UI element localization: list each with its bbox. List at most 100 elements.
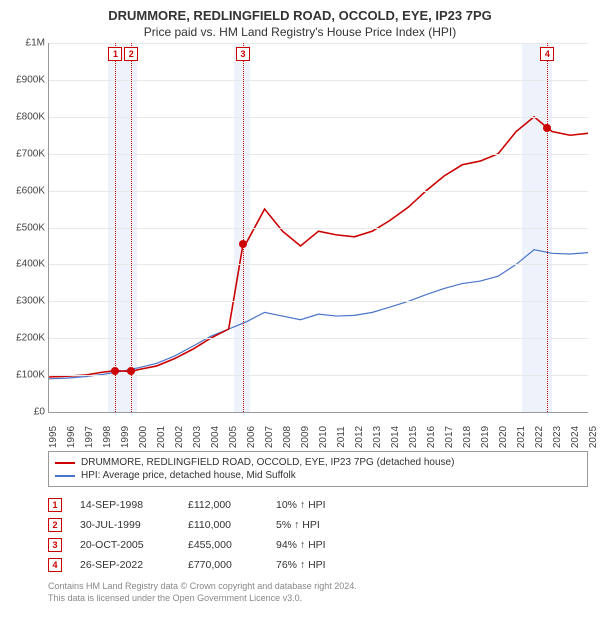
- grid-line: [49, 191, 588, 192]
- event-num: 4: [48, 558, 62, 572]
- x-tick-label: 2018: [462, 426, 473, 448]
- sale-dot: [127, 367, 135, 375]
- event-num: 3: [48, 538, 62, 552]
- chart-container: DRUMMORE, REDLINGFIELD ROAD, OCCOLD, EYE…: [0, 0, 600, 620]
- x-tick-label: 1999: [120, 426, 131, 448]
- event-row: 2 30-JUL-1999 £110,000 5% ↑ HPI: [48, 515, 588, 535]
- legend: DRUMMORE, REDLINGFIELD ROAD, OCCOLD, EYE…: [48, 451, 588, 487]
- event-date: 20-OCT-2005: [80, 539, 170, 551]
- y-tick-label: £200K: [16, 333, 45, 344]
- legend-label: HPI: Average price, detached house, Mid …: [81, 470, 296, 481]
- event-pct: 5% ↑ HPI: [276, 519, 386, 531]
- legend-item: HPI: Average price, detached house, Mid …: [55, 469, 581, 482]
- y-tick-label: £1M: [26, 38, 45, 49]
- y-tick-label: £100K: [16, 370, 45, 381]
- x-tick-label: 2014: [390, 426, 401, 448]
- x-tick-label: 2010: [318, 426, 329, 448]
- event-row: 4 26-SEP-2022 £770,000 76% ↑ HPI: [48, 555, 588, 575]
- x-tick-label: 2019: [480, 426, 491, 448]
- y-tick-label: £0: [34, 407, 45, 418]
- y-tick-label: £400K: [16, 259, 45, 270]
- x-tick-label: 1996: [66, 426, 77, 448]
- grid-line: [49, 80, 588, 81]
- event-price: £112,000: [188, 499, 258, 511]
- event-date: 14-SEP-1998: [80, 499, 170, 511]
- event-num: 2: [48, 518, 62, 532]
- event-price: £770,000: [188, 559, 258, 571]
- event-price: £455,000: [188, 539, 258, 551]
- event-marker-line: [547, 43, 548, 412]
- x-tick-label: 2002: [174, 426, 185, 448]
- event-row: 1 14-SEP-1998 £112,000 10% ↑ HPI: [48, 495, 588, 515]
- y-tick-label: £600K: [16, 185, 45, 196]
- event-row: 3 20-OCT-2005 £455,000 94% ↑ HPI: [48, 535, 588, 555]
- x-tick-label: 2006: [246, 426, 257, 448]
- x-tick-label: 2012: [354, 426, 365, 448]
- events-table: 1 14-SEP-1998 £112,000 10% ↑ HPI 2 30-JUL-199…: [48, 495, 588, 575]
- y-tick-label: £900K: [16, 74, 45, 85]
- event-marker-box: 3: [236, 47, 250, 61]
- legend-label: DRUMMORE, REDLINGFIELD ROAD, OCCOLD, EYE…: [81, 457, 454, 468]
- x-tick-label: 2025: [588, 426, 599, 448]
- x-tick-label: 2023: [552, 426, 563, 448]
- x-axis-labels: 1995 1996 1997 1998 1999 2000 2001 2002 2003 2004…: [48, 413, 588, 445]
- x-tick-label: 2017: [444, 426, 455, 448]
- x-tick-label: 2000: [138, 426, 149, 448]
- event-marker-box: 2: [124, 47, 138, 61]
- sale-dot: [543, 124, 551, 132]
- x-tick-label: 2013: [372, 426, 383, 448]
- event-price: £110,000: [188, 519, 258, 531]
- grid-line: [49, 117, 588, 118]
- grid-line: [49, 301, 588, 302]
- footer-line: This data is licensed under the Open Gov…: [48, 593, 588, 605]
- hpi-line: [49, 250, 588, 379]
- x-tick-label: 1998: [102, 426, 113, 448]
- event-pct: 10% ↑ HPI: [276, 499, 386, 511]
- y-tick-label: £800K: [16, 111, 45, 122]
- x-tick-label: 2003: [192, 426, 203, 448]
- chart-title: DRUMMORE, REDLINGFIELD ROAD, OCCOLD, EYE…: [0, 0, 600, 23]
- sale-dot: [111, 367, 119, 375]
- y-tick-label: £300K: [16, 296, 45, 307]
- x-tick-label: 2009: [300, 426, 311, 448]
- chart-plot-area: £0£100K£200K£300K£400K£500K£600K£700K£80…: [48, 43, 588, 413]
- grid-line: [49, 43, 588, 44]
- footer-attribution: Contains HM Land Registry data © Crown c…: [48, 581, 588, 604]
- chart-subtitle: Price paid vs. HM Land Registry's House …: [0, 23, 600, 43]
- x-tick-label: 2008: [282, 426, 293, 448]
- event-pct: 76% ↑ HPI: [276, 559, 386, 571]
- x-tick-label: 2024: [570, 426, 581, 448]
- event-date: 26-SEP-2022: [80, 559, 170, 571]
- footer-line: Contains HM Land Registry data © Crown c…: [48, 581, 588, 593]
- grid-line: [49, 264, 588, 265]
- legend-item: DRUMMORE, REDLINGFIELD ROAD, OCCOLD, EYE…: [55, 456, 581, 469]
- x-tick-label: 2011: [336, 426, 347, 448]
- y-tick-label: £700K: [16, 148, 45, 159]
- grid-line: [49, 154, 588, 155]
- x-tick-label: 2001: [156, 426, 167, 448]
- event-pct: 94% ↑ HPI: [276, 539, 386, 551]
- event-date: 30-JUL-1999: [80, 519, 170, 531]
- x-tick-label: 1995: [48, 426, 59, 448]
- x-tick-label: 2016: [426, 426, 437, 448]
- event-num: 1: [48, 498, 62, 512]
- x-tick-label: 2020: [498, 426, 509, 448]
- x-tick-label: 2004: [210, 426, 221, 448]
- x-tick-label: 2005: [228, 426, 239, 448]
- grid-line: [49, 228, 588, 229]
- event-marker-line: [243, 43, 244, 412]
- event-marker-box: 1: [108, 47, 122, 61]
- grid-line: [49, 338, 588, 339]
- y-tick-label: £500K: [16, 222, 45, 233]
- x-tick-label: 1997: [84, 426, 95, 448]
- legend-swatch: [55, 462, 75, 464]
- event-marker-line: [115, 43, 116, 412]
- x-tick-label: 2015: [408, 426, 419, 448]
- x-tick-label: 2007: [264, 426, 275, 448]
- x-tick-label: 2022: [534, 426, 545, 448]
- sale-dot: [239, 240, 247, 248]
- event-marker-box: 4: [540, 47, 554, 61]
- legend-swatch: [55, 475, 75, 477]
- x-tick-label: 2021: [516, 426, 527, 448]
- event-marker-line: [131, 43, 132, 412]
